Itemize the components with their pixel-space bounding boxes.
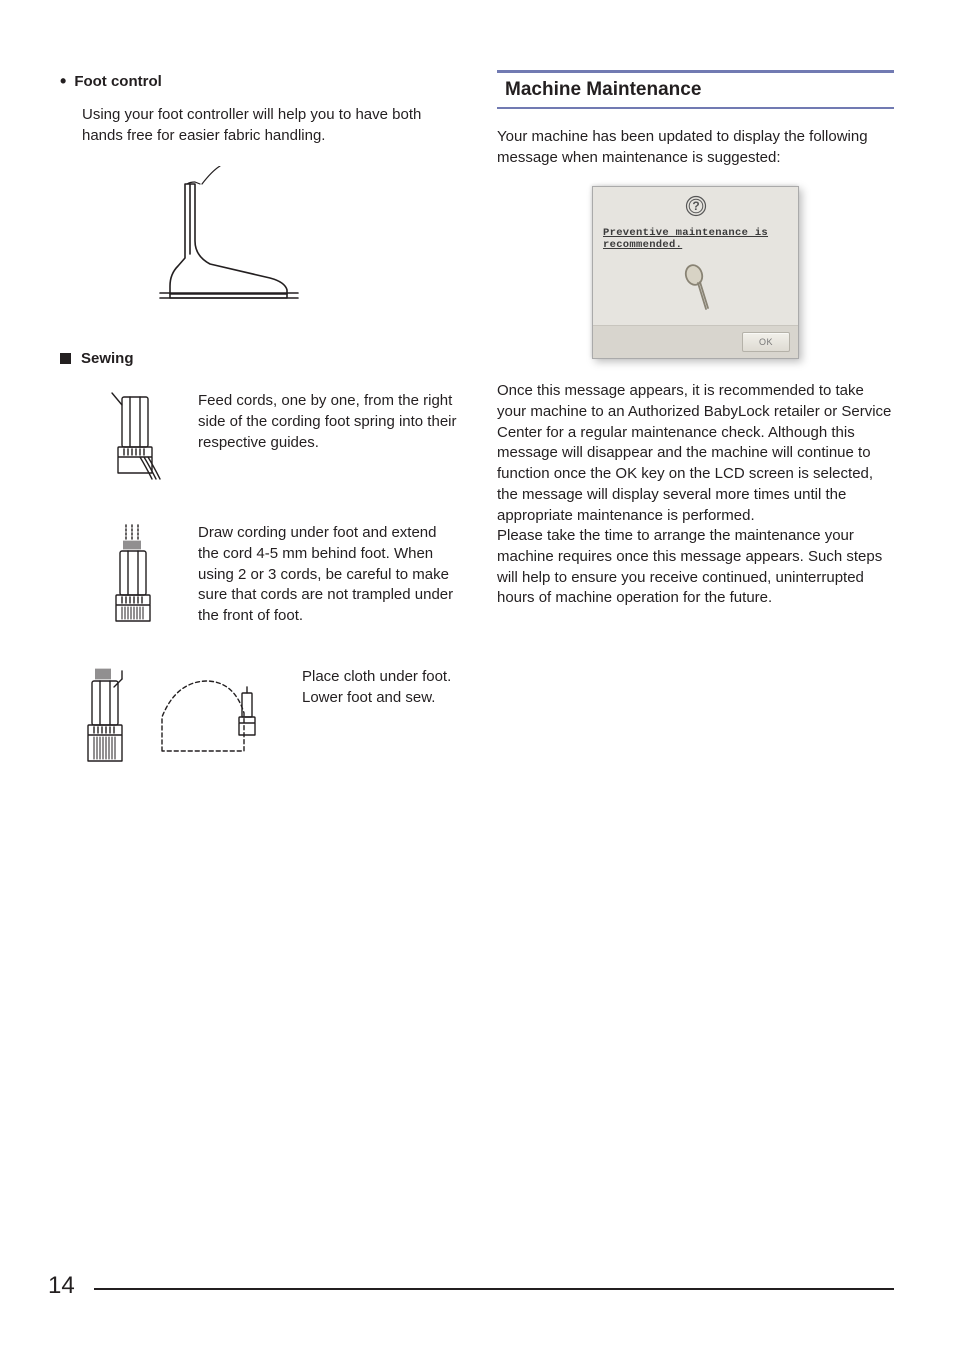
sewing-step-3: Place cloth under foot. Lower foot and s… <box>82 667 457 771</box>
page-content: • Foot control Using your foot controller… <box>0 0 954 861</box>
step-3-text: Place cloth under foot. Lower foot and s… <box>302 667 457 771</box>
page-number: 14 <box>48 1272 75 1300</box>
foot-control-body: Using your foot controller will help you… <box>82 105 457 146</box>
lcd-help-icon: ? <box>593 187 798 225</box>
maintenance-para-2: Please take the time to arrange the main… <box>497 526 894 609</box>
step-2-text: Draw cording under foot and extend the c… <box>198 523 457 627</box>
maintenance-intro: Your machine has been updated to display… <box>497 127 894 168</box>
square-mark <box>60 353 71 364</box>
section-title: Machine Maintenance <box>505 79 890 101</box>
step-1-text: Feed cords, one by one, from the right s… <box>198 391 457 483</box>
lcd-line-1: Preventive maintenance is <box>603 227 768 239</box>
maintenance-para-1: Once this message appears, it is recomme… <box>497 381 894 526</box>
step-1-figure <box>108 391 162 483</box>
boot-illustration <box>140 166 457 310</box>
sewing-heading-text: Sewing <box>81 350 134 367</box>
footer-rule <box>94 1288 894 1290</box>
lcd-screen: ? Preventive maintenance is recommended. <box>592 186 799 359</box>
bullet-mark: • <box>60 71 66 91</box>
section-title-bar: Machine Maintenance <box>497 70 894 109</box>
lcd-brush-icon <box>593 253 798 325</box>
ok-button[interactable]: OK <box>742 332 790 352</box>
step-2-figure <box>108 523 162 627</box>
sewing-step-2: Draw cording under foot and extend the c… <box>108 523 457 627</box>
lcd-screenshot: ? Preventive maintenance is recommended. <box>497 186 894 359</box>
sewing-heading: Sewing <box>60 350 457 367</box>
lcd-line-2: recommended. <box>603 239 682 251</box>
left-column: • Foot control Using your foot controller… <box>60 70 457 811</box>
right-column: Machine Maintenance Your machine has bee… <box>497 70 894 811</box>
lcd-button-bar: OK <box>593 325 798 358</box>
lcd-message: Preventive maintenance is recommended. <box>593 225 798 253</box>
foot-control-heading: • Foot control <box>60 70 457 91</box>
sewing-step-1: Feed cords, one by one, from the right s… <box>108 391 457 483</box>
foot-control-heading-text: Foot control <box>74 73 161 90</box>
step-3-figure <box>82 667 266 771</box>
svg-text:?: ? <box>692 199 699 213</box>
